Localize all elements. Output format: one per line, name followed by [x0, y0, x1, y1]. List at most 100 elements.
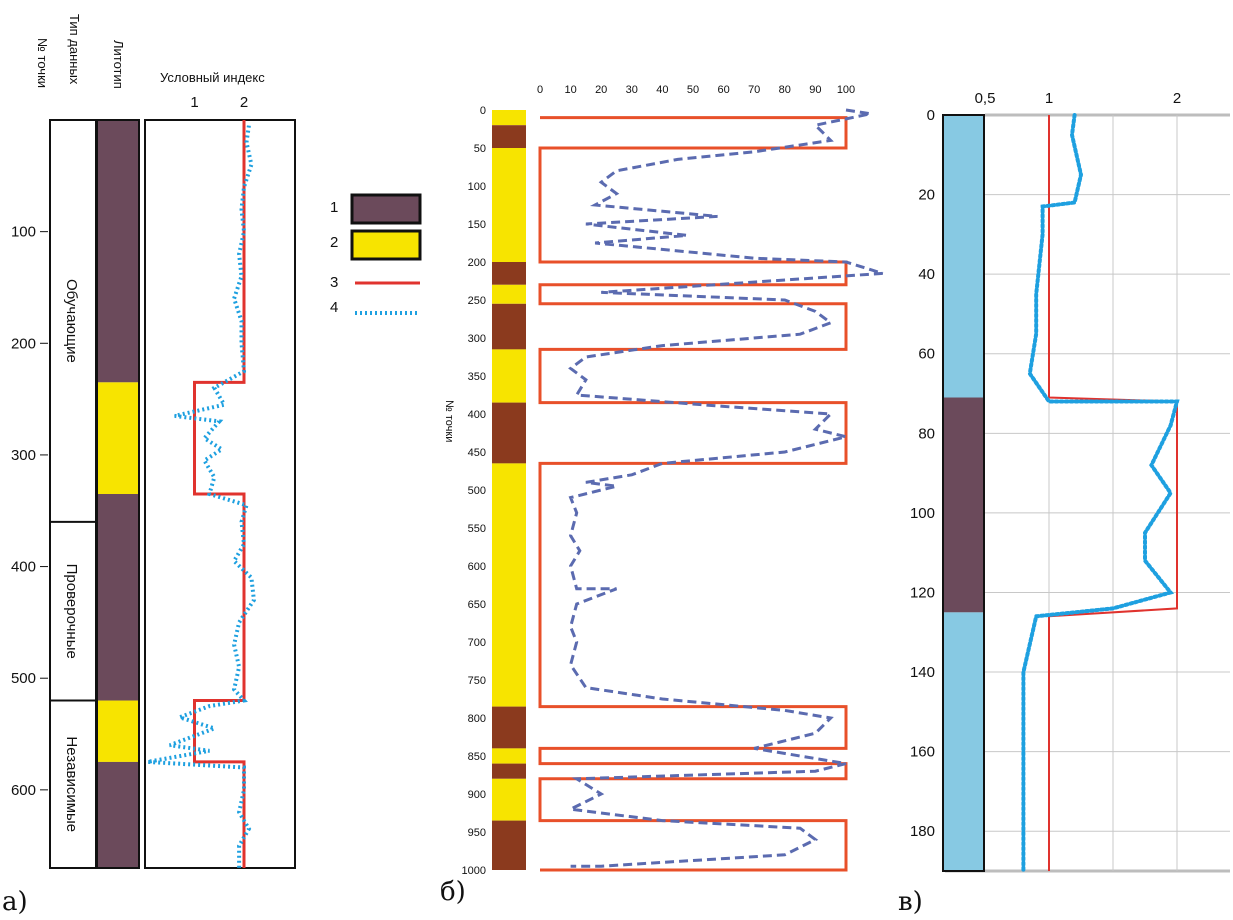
lithology-segment [492, 262, 526, 285]
x-tick-label: 2 [240, 94, 248, 111]
panel-b: 0 10 20 30 40 50 60 70 80 90 100 0 50 100 150 200 250 30… [443, 84, 884, 877]
x-tick-label: 80 [779, 84, 791, 96]
lithotype-frame [96, 119, 140, 869]
y-tick-label: 300 [468, 333, 486, 345]
panel-b-ylabel: № точки [443, 400, 455, 442]
panel-c-plot [1021, 113, 1180, 873]
y-tick-label: 50 [474, 143, 486, 155]
x-tick-label: 10 [564, 84, 576, 96]
y-tick-label: 160 [910, 744, 935, 761]
lithology-segment [492, 748, 526, 764]
lithology-segment [492, 110, 526, 126]
y-tick-label: 400 [468, 409, 486, 421]
x-tick-label: 60 [717, 84, 729, 96]
y-tick-label: 700 [468, 637, 486, 649]
lithology-segment [492, 349, 526, 403]
y-tick-label: 180 [910, 823, 935, 840]
x-tick-label: 1 [190, 94, 198, 111]
panel-c-x-ticks: 0,5 1 2 [975, 90, 1182, 107]
y-tick-label: 120 [910, 584, 935, 601]
y-tick-label: 850 [468, 751, 486, 763]
legend-item-3-label: 3 [330, 274, 338, 291]
panel-b-lithology [492, 110, 526, 870]
panel-b-plot [538, 108, 884, 872]
y-tick-label: 500 [11, 670, 36, 687]
y-tick-label: 0 [927, 107, 935, 124]
x-tick-label: 1 [1045, 90, 1053, 107]
panel-c-grid [945, 113, 1230, 873]
panel-label-a: а) [2, 887, 28, 917]
lithology-segment [943, 612, 984, 871]
y-tick-label: 200 [468, 257, 486, 269]
group-label: Проверочные [63, 564, 80, 659]
panel-a-header: № точки Тип данных Литотип Условный инде… [35, 14, 265, 89]
x-tick-label: 20 [595, 84, 607, 96]
x-tick-label: 90 [809, 84, 821, 96]
lithology-segment [492, 706, 526, 749]
legend-swatch-lithotype-2 [350, 229, 422, 261]
y-tick-label: 650 [468, 599, 486, 611]
y-tick-label: 350 [468, 371, 486, 383]
x-tick-label: 50 [687, 84, 699, 96]
y-tick-label: 100 [468, 181, 486, 193]
panel-label-c: в) [898, 887, 923, 917]
lithology-segment [492, 820, 526, 870]
legend: 1 2 3 4 [330, 193, 422, 316]
legend-item-2-label: 2 [330, 234, 338, 251]
lithology-segment [943, 115, 984, 398]
y-tick-label: 600 [468, 561, 486, 573]
y-tick-label: 950 [468, 827, 486, 839]
lithology-segment [943, 397, 984, 613]
panel-c: 0,5 1 2 0 20 40 60 80 100 120 140 160 180 [910, 90, 1230, 873]
y-tick-label: 450 [468, 447, 486, 459]
lithology-segment [492, 463, 526, 707]
panel-label-b: б) [440, 877, 466, 907]
x-tick-label: 0 [537, 84, 543, 96]
y-tick-label: 80 [918, 425, 935, 442]
panel-c-lithology [942, 114, 985, 872]
lithology-segment [98, 494, 138, 701]
y-tick-label: 60 [918, 346, 935, 363]
y-axis-ticks: 100 200 300 400 500 600 [11, 224, 48, 799]
y-tick-label: 500 [468, 485, 486, 497]
y-tick-label: 40 [918, 266, 935, 283]
group-label: Независимые [63, 736, 80, 832]
red-index-line [193, 120, 246, 868]
y-tick-label: 150 [468, 219, 486, 231]
legend-swatch-lithotype-1 [350, 193, 422, 225]
blue-dotted-line [1021, 113, 1180, 873]
y-tick-label: 400 [11, 559, 36, 576]
point-number-header: № точки [35, 38, 50, 88]
y-tick-label: 300 [11, 447, 36, 464]
y-tick-label: 600 [11, 782, 36, 799]
y-tick-label: 550 [468, 523, 486, 535]
y-tick-label: 100 [910, 505, 935, 522]
x-tick-label: 0,5 [975, 90, 996, 107]
lithology-frame [942, 114, 985, 872]
y-tick-label: 900 [468, 789, 486, 801]
data-type-frame [49, 119, 97, 869]
x-tick-label: 40 [656, 84, 668, 96]
lithotype-column [96, 119, 140, 869]
red-index-line [1048, 115, 1178, 871]
y-tick-label: 20 [918, 187, 935, 204]
y-tick-label: 200 [11, 335, 36, 352]
lithology-segment [492, 284, 526, 304]
legend-item-1-label: 1 [330, 199, 338, 216]
x-tick-label: 70 [748, 84, 760, 96]
lithology-segment [492, 763, 526, 779]
x-tick-label: 100 [837, 84, 855, 96]
panel-c-y-ticks: 0 20 40 60 80 100 120 140 160 180 [910, 107, 935, 840]
orange-index-line [538, 116, 848, 872]
y-tick-label: 750 [468, 675, 486, 687]
index-plot [144, 119, 296, 869]
y-tick-label: 250 [468, 295, 486, 307]
lithology-segment [98, 761, 138, 868]
panel-b-x-ticks: 0 10 20 30 40 50 60 70 80 90 100 [537, 84, 855, 96]
lithology-segment [492, 402, 526, 464]
lithology-segment [492, 303, 526, 350]
y-tick-label: 140 [910, 664, 935, 681]
lithology-segment [492, 148, 526, 262]
